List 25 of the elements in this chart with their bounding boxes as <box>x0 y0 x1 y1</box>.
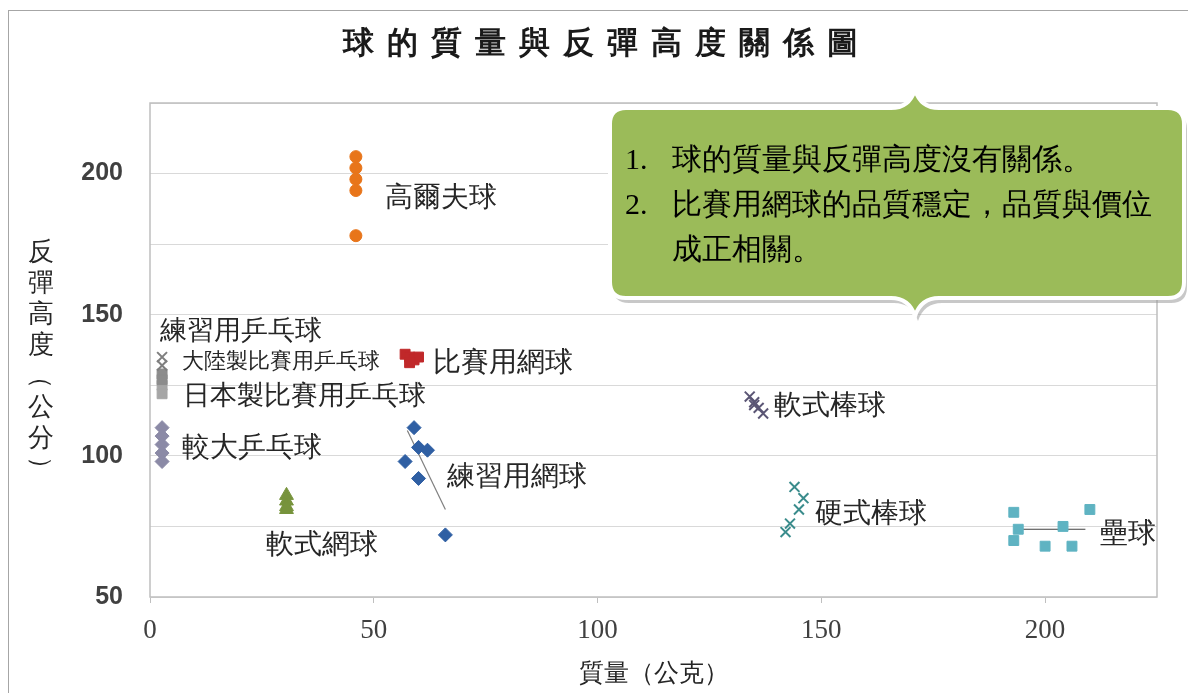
series-label: 軟式網球 <box>265 526 378 560</box>
y-tick-label: 150 <box>81 298 123 327</box>
series-label: 軟式棒球 <box>774 388 887 422</box>
annotation: 1. 球的質量與反彈高度沒有關係。 <box>625 140 1093 178</box>
series-label: 大陸製比賽用乒乓球 <box>182 347 381 373</box>
series-label: 練習用乒乓球 <box>159 314 323 346</box>
series-label: 比賽用網球 <box>432 344 573 378</box>
y-axis-title: 反彈高度（公分） <box>25 236 57 484</box>
annotation: 2. 比賽用網球的品質穩定，品質與價位成正相關。 <box>625 185 1153 268</box>
y-tick-label: 200 <box>81 157 123 186</box>
series-label: 壘球 <box>1099 516 1156 550</box>
x-tick-label: 100 <box>577 614 618 645</box>
x-tick-label: 0 <box>143 614 157 645</box>
series-label: 日本製比賽用乒乓球 <box>183 378 427 410</box>
y-tick-label: 50 <box>95 580 123 609</box>
x-tick-label: 50 <box>360 614 388 645</box>
series-label: 硬式棒球 <box>815 495 928 529</box>
series-label: 練習用網球 <box>446 458 588 492</box>
y-tick-label: 100 <box>81 439 123 468</box>
series-label: 高爾夫球 <box>384 180 497 214</box>
x-tick-label: 150 <box>801 614 842 645</box>
series-label: 較大乒乓球 <box>182 429 323 463</box>
chart-title: 球的質量與反彈高度關係圖 <box>341 23 872 62</box>
x-axis-title: 質量（公克） <box>578 657 729 687</box>
x-tick-label: 200 <box>1024 614 1066 645</box>
